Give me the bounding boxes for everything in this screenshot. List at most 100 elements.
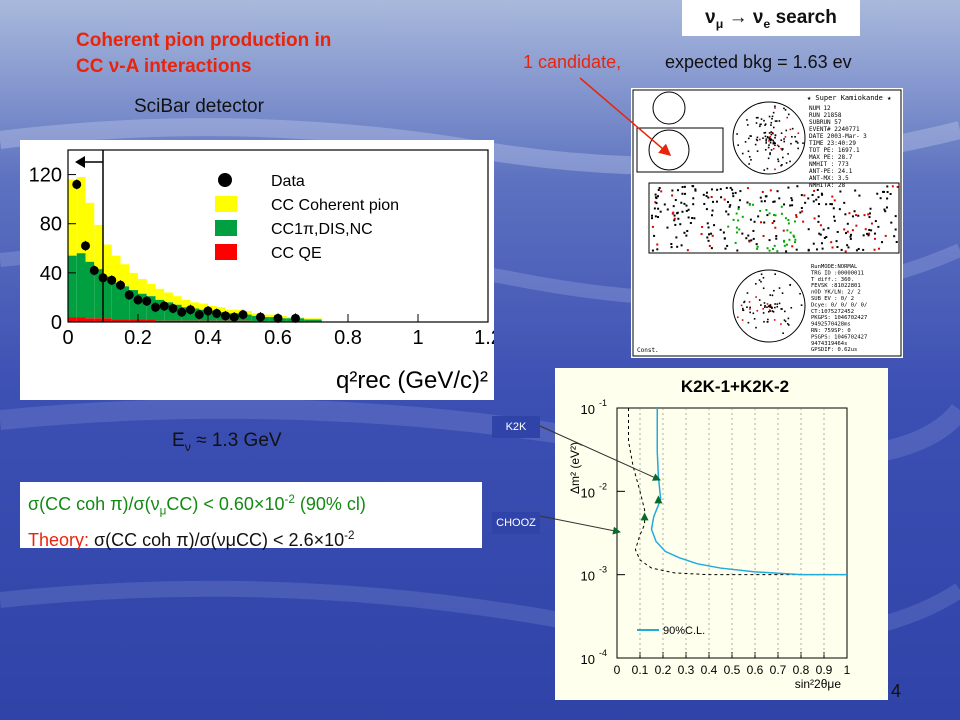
pmt-hit xyxy=(795,215,798,218)
pmt-hit xyxy=(731,188,734,191)
pmt-hit xyxy=(882,190,885,193)
pmt-hit-top xyxy=(783,140,786,143)
pmt-hit xyxy=(725,186,728,189)
pmt-hit-bottom xyxy=(773,289,775,292)
cc1pi-bar-3 xyxy=(94,269,103,319)
pmt-hit xyxy=(684,192,687,195)
sk-info-2: SUBRUN 57 xyxy=(809,119,842,126)
y-tick-label-1: 10 xyxy=(581,485,595,500)
top-cap xyxy=(732,101,806,175)
pmt-hit-top xyxy=(762,137,764,139)
pmt-hit xyxy=(681,186,684,189)
pmt-hit xyxy=(896,185,899,188)
y-axis-label: Δm² (eV²) xyxy=(568,442,582,494)
sk-info2-7: CT:1075272452 xyxy=(811,309,854,315)
cc1pi-bar-21 xyxy=(251,315,261,322)
pmt-hit-bottom xyxy=(747,321,750,324)
pmt-hit xyxy=(687,216,690,219)
ccqe-bar-5 xyxy=(111,319,121,322)
cc1pi-bar-16 xyxy=(208,310,217,321)
pmt-hit xyxy=(768,249,771,252)
pmt-hit xyxy=(850,233,853,236)
detector-label: SciBar detector xyxy=(134,96,264,117)
pmt-hit-bottom xyxy=(799,292,801,295)
x-tick-label-9: 0.9 xyxy=(816,663,833,677)
pmt-hit xyxy=(807,248,810,251)
pmt-hit xyxy=(759,209,762,212)
pmt-hit xyxy=(812,242,815,245)
pmt-hit-bottom xyxy=(743,301,745,304)
ccqe-bar-18 xyxy=(225,320,235,322)
y-tick-label-3: 10 xyxy=(581,652,595,667)
q2-histogram-panel: 0 0.2 0.4 0.6 0.8 1 1.2 0 40 80 120 Data CC Coherent… xyxy=(20,140,502,400)
neutrino-energy: Eν ≈ 1.3 GeV xyxy=(172,430,282,454)
pmt-hit xyxy=(654,196,657,199)
pmt-hit xyxy=(760,221,763,224)
pmt-hit-top xyxy=(749,135,752,137)
energy-prefix: E xyxy=(172,430,185,451)
coherent-bar-11 xyxy=(164,292,173,303)
pmt-hit xyxy=(776,190,779,193)
pmt-hit xyxy=(677,217,680,220)
pmt-hit xyxy=(843,201,846,204)
pmt-hit xyxy=(825,203,828,206)
sk-info-6: TOT PE: 1697.1 xyxy=(809,147,860,154)
pmt-hit xyxy=(846,244,849,247)
pmt-hit-top xyxy=(748,137,750,140)
pmt-hit xyxy=(780,205,783,208)
pmt-hit-top xyxy=(759,125,761,128)
pmt-hit xyxy=(708,233,711,236)
pmt-hit xyxy=(802,220,805,223)
pmt-hit xyxy=(799,211,802,214)
pmt-hit xyxy=(769,189,772,192)
data-point-19 xyxy=(238,310,248,320)
pmt-hit xyxy=(705,208,708,211)
pmt-hit xyxy=(651,217,654,220)
pmt-hit-bottom xyxy=(760,304,762,306)
ccqe-bar-1 xyxy=(76,317,86,322)
pmt-hit-top xyxy=(772,139,774,142)
pmt-hit xyxy=(680,244,683,247)
legend-label-2: CC1π,DIS,NC xyxy=(271,221,373,238)
theory-expr: σ(CC coh π)/σ(νμCC) < 2.6×10 xyxy=(94,529,345,550)
pmt-hit xyxy=(734,241,737,244)
coherent-bar-6 xyxy=(120,264,130,287)
sk-info2-2: T diff.: 360. xyxy=(811,277,854,283)
pmt-hit-top xyxy=(769,135,771,138)
pmt-hit xyxy=(732,195,735,198)
pmt-hit xyxy=(833,219,836,222)
pmt-hit xyxy=(657,195,660,198)
pmt-hit xyxy=(731,192,734,195)
pmt-hit xyxy=(827,227,830,230)
pmt-hit xyxy=(879,197,882,200)
legend-label-3: CC QE xyxy=(271,245,322,262)
sk-info-4: DATE 2003-Mar- 3 xyxy=(809,133,867,140)
coherent-bar-18 xyxy=(225,309,235,314)
pmt-hit xyxy=(732,218,735,221)
theory-label: Theory: xyxy=(28,529,95,550)
pmt-hit-top xyxy=(763,119,765,122)
pmt-hit xyxy=(891,185,894,188)
legend-label: 90%C.L. xyxy=(663,625,705,637)
pmt-hit xyxy=(687,208,690,211)
pmt-hit xyxy=(772,213,775,216)
pmt-hit-top xyxy=(774,105,776,108)
pmt-hit-top xyxy=(786,116,789,119)
pmt-hit xyxy=(741,232,744,235)
pmt-hit xyxy=(825,235,828,238)
pmt-hit-bottom xyxy=(768,309,771,311)
pmt-hit xyxy=(670,246,673,249)
pmt-hit xyxy=(686,229,689,232)
pmt-hit xyxy=(752,229,755,232)
pmt-hit xyxy=(707,226,710,229)
pmt-hit-top xyxy=(789,160,791,163)
pmt-hit xyxy=(701,225,704,228)
pmt-hit xyxy=(835,240,838,243)
ccqe-bar-4 xyxy=(103,318,112,322)
pmt-hit xyxy=(727,225,730,228)
ccqe-bar-12 xyxy=(173,320,182,322)
pmt-hit-bottom xyxy=(776,305,779,308)
pmt-hit-top xyxy=(789,128,792,131)
pmt-hit xyxy=(843,228,846,231)
pmt-hit-top xyxy=(766,167,769,170)
